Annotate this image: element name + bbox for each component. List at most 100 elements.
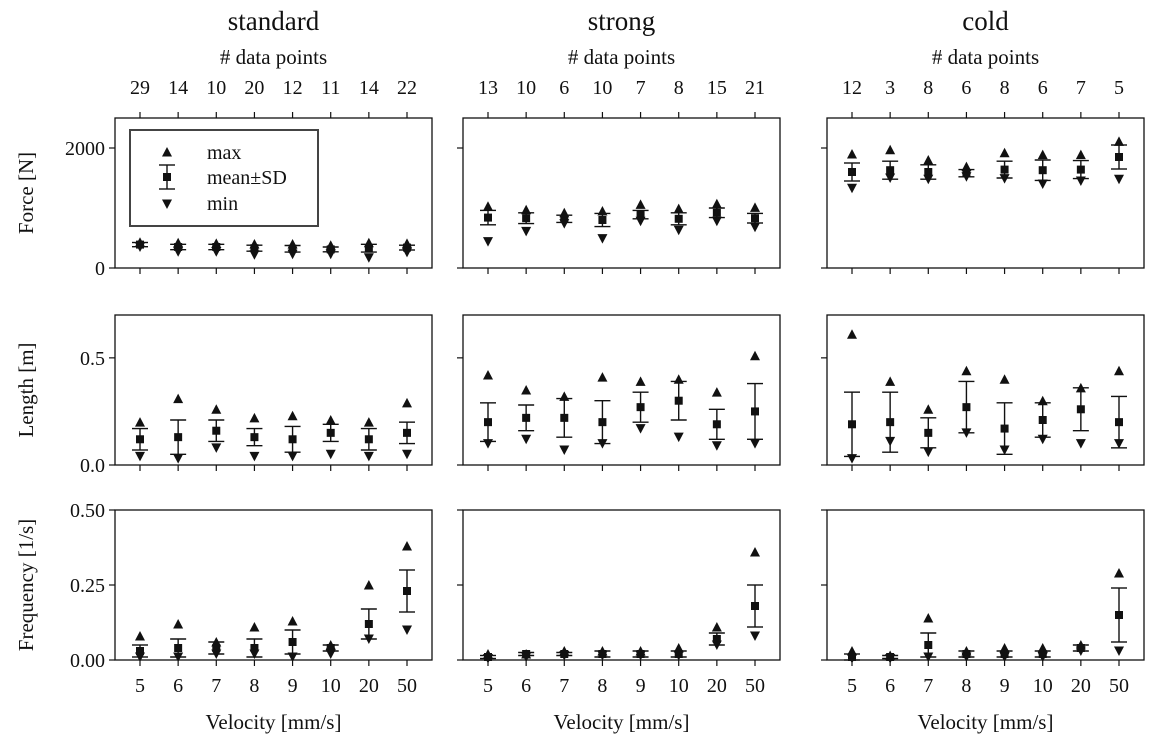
data-point-count-standard: 14 bbox=[168, 77, 188, 99]
max-marker bbox=[1114, 568, 1124, 578]
min-marker bbox=[847, 454, 857, 464]
y-tick-label-standard-force: 2000 bbox=[65, 138, 105, 160]
data-point-count-standard: 12 bbox=[283, 77, 303, 99]
x-tick-label-cold-frequency: 8 bbox=[961, 675, 971, 697]
mean-marker bbox=[924, 641, 933, 649]
max-marker bbox=[923, 613, 934, 623]
min-marker bbox=[249, 649, 260, 659]
min-marker bbox=[483, 654, 493, 664]
max-marker bbox=[1114, 365, 1124, 376]
mean-marker bbox=[484, 418, 492, 427]
min-marker bbox=[711, 216, 722, 227]
max-marker bbox=[847, 149, 857, 159]
data-point-count-strong: 7 bbox=[636, 77, 646, 99]
mean-marker bbox=[886, 418, 895, 427]
data-point-count-cold: 3 bbox=[885, 77, 895, 99]
mean-marker bbox=[674, 214, 683, 223]
panel-cold-length bbox=[821, 314, 1145, 471]
legend-max-icon bbox=[162, 147, 172, 157]
min-marker bbox=[287, 652, 298, 662]
mean-marker bbox=[751, 214, 759, 223]
column-title-strong: strong bbox=[588, 6, 656, 36]
axes-frame-cold-length bbox=[826, 314, 1145, 466]
mean-marker bbox=[598, 216, 607, 224]
x-tick-label-standard-frequency: 20 bbox=[359, 675, 379, 697]
min-marker bbox=[1037, 652, 1048, 662]
min-marker bbox=[135, 451, 145, 462]
x-tick-label-strong-frequency: 8 bbox=[597, 675, 607, 697]
mean-marker bbox=[288, 435, 297, 444]
max-marker bbox=[402, 541, 412, 551]
min-marker bbox=[961, 428, 972, 438]
panel-strong-frequency bbox=[457, 509, 781, 666]
mean-marker bbox=[136, 435, 144, 444]
min-marker bbox=[249, 250, 260, 260]
min-marker bbox=[711, 640, 722, 650]
data-point-count-strong: 10 bbox=[592, 77, 612, 99]
min-marker bbox=[597, 234, 608, 244]
max-marker bbox=[287, 616, 298, 626]
max-marker bbox=[711, 387, 722, 397]
x-tick-label-cold-frequency: 5 bbox=[847, 675, 857, 697]
min-marker bbox=[597, 439, 608, 449]
max-marker bbox=[711, 198, 722, 209]
max-marker bbox=[1075, 149, 1086, 160]
data-point-count-strong: 21 bbox=[745, 77, 765, 99]
min-marker bbox=[673, 651, 684, 661]
data-point-count-strong: 6 bbox=[559, 77, 569, 99]
max-marker bbox=[559, 391, 570, 401]
data-point-count-standard: 11 bbox=[321, 77, 340, 99]
y-tick-label-standard-force: 0 bbox=[95, 258, 105, 280]
column-title-cold: cold bbox=[962, 6, 1009, 36]
max-marker bbox=[249, 239, 260, 249]
min-marker bbox=[999, 445, 1010, 455]
min-marker bbox=[173, 652, 184, 662]
mean-marker bbox=[174, 644, 183, 652]
data-point-count-standard: 22 bbox=[397, 77, 417, 99]
mean-marker bbox=[522, 413, 531, 422]
mean-marker bbox=[288, 638, 297, 646]
x-tick-label-cold-frequency: 7 bbox=[923, 675, 933, 697]
min-marker bbox=[999, 174, 1010, 184]
min-marker bbox=[325, 449, 336, 460]
x-tick-label-cold-frequency: 50 bbox=[1109, 675, 1129, 697]
max-marker bbox=[521, 385, 532, 395]
axes-frame-strong-force bbox=[462, 117, 781, 269]
max-marker bbox=[635, 376, 646, 386]
mean-marker bbox=[212, 644, 221, 652]
min-marker bbox=[483, 439, 493, 449]
mean-marker bbox=[326, 428, 335, 437]
x-tick-label-standard-frequency: 50 bbox=[397, 675, 417, 697]
max-marker bbox=[363, 417, 374, 427]
max-marker bbox=[325, 415, 336, 425]
max-marker bbox=[483, 201, 493, 211]
mean-marker bbox=[484, 213, 492, 222]
legend-max-label: max bbox=[207, 142, 241, 164]
legend-mean-icon bbox=[163, 173, 171, 181]
min-marker bbox=[249, 451, 260, 462]
max-marker bbox=[923, 404, 934, 414]
min-marker bbox=[635, 216, 646, 227]
data-point-count-strong: 15 bbox=[707, 77, 727, 99]
max-marker bbox=[750, 350, 760, 361]
mean-marker bbox=[288, 244, 297, 253]
x-tick-label-strong-frequency: 9 bbox=[636, 675, 646, 697]
mean-marker bbox=[751, 602, 759, 610]
max-marker bbox=[999, 643, 1010, 653]
mean-marker bbox=[174, 433, 183, 442]
secondary-axis-label-strong: # data points bbox=[568, 45, 675, 69]
min-marker bbox=[521, 434, 532, 445]
x-tick-label-standard-frequency: 10 bbox=[321, 675, 341, 697]
data-point-count-standard: 29 bbox=[130, 77, 150, 99]
mean-marker bbox=[560, 413, 569, 422]
min-marker bbox=[923, 174, 934, 185]
panel-standard-length bbox=[109, 314, 433, 471]
mean-marker bbox=[136, 647, 144, 655]
min-marker bbox=[1114, 174, 1124, 185]
max-marker bbox=[923, 155, 934, 165]
legend-min-label: min bbox=[207, 193, 238, 215]
max-marker bbox=[249, 622, 260, 632]
y-axis-label-force: Force [N] bbox=[14, 152, 38, 234]
data-point-count-cold: 12 bbox=[842, 77, 862, 99]
